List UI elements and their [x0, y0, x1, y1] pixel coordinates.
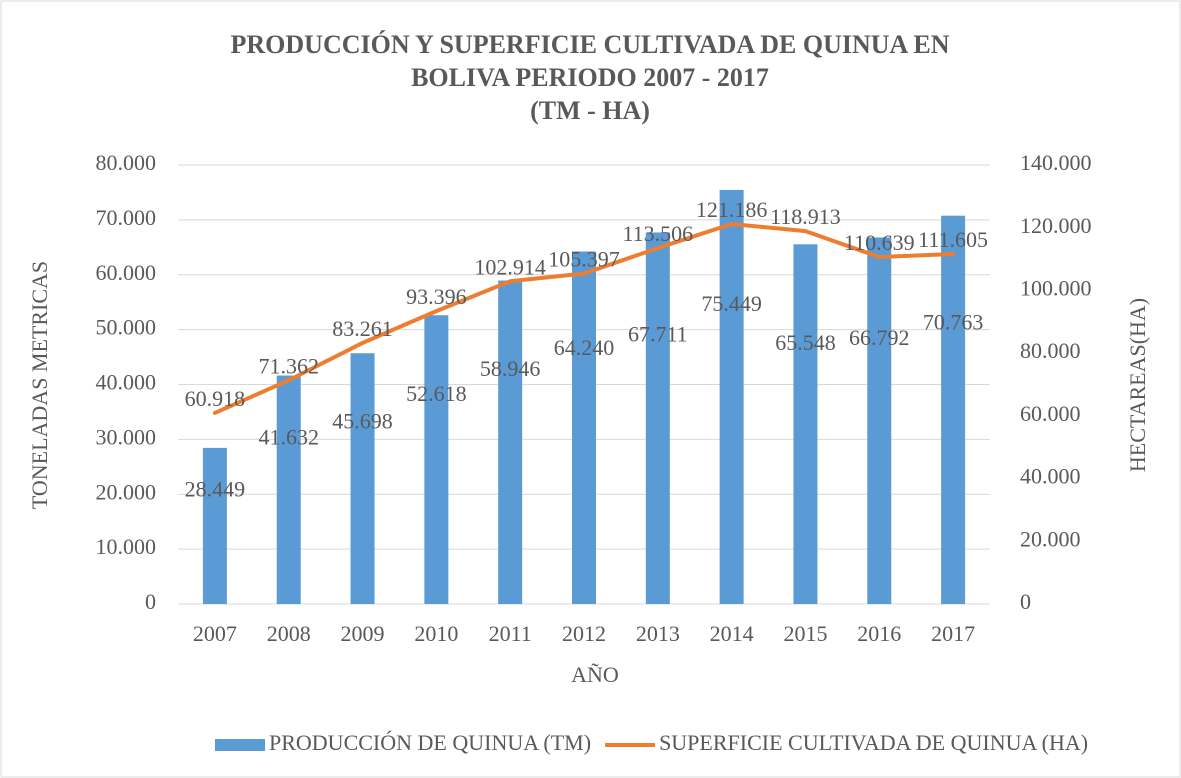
data-label: 71.362	[258, 353, 319, 378]
legend-label: PRODUCCIÓN DE QUINUA (TM)	[269, 730, 591, 755]
bar	[867, 237, 892, 605]
data-label: 111.605	[918, 227, 988, 252]
y2-tick-label: 80.000	[1020, 338, 1081, 363]
y-tick-label: 0	[145, 589, 156, 614]
chart-title: BOLIVA PERIODO 2007 - 2017	[411, 63, 769, 92]
x-tick-label: 2011	[489, 621, 532, 646]
bar	[202, 447, 227, 604]
data-label: 52.618	[406, 381, 467, 406]
bar	[276, 375, 301, 604]
x-tick-label: 2017	[931, 621, 975, 646]
bar	[941, 215, 966, 604]
x-tick-label: 2015	[783, 621, 827, 646]
bar	[572, 251, 596, 604]
y-tick-label: 10.000	[96, 534, 157, 559]
y2-tick-label: 120.000	[1020, 213, 1092, 238]
data-label: 45.698	[332, 408, 393, 433]
x-tick-label: 2008	[267, 621, 311, 646]
data-label: 75.449	[701, 291, 762, 316]
bar	[645, 232, 670, 604]
data-label: 66.792	[849, 325, 910, 350]
data-label: 105.397	[548, 247, 620, 272]
bar	[793, 244, 818, 604]
x-tick-label: 2009	[341, 621, 385, 646]
y-tick-label: 60.000	[96, 260, 157, 285]
data-label: 113.506	[622, 221, 693, 246]
data-label: 58.946	[480, 356, 541, 381]
data-label: 67.711	[628, 322, 688, 347]
data-label: 41.632	[258, 425, 319, 450]
line	[212, 221, 956, 415]
x-tick-label: 2014	[710, 621, 754, 646]
y2-tick-label: 0	[1020, 589, 1031, 614]
x-tick-label: 2010	[414, 621, 458, 646]
legend-swatch	[215, 739, 265, 751]
y-tick-label: 50.000	[96, 315, 157, 340]
data-label: 102.914	[474, 254, 546, 279]
x-tick-label: 2007	[193, 621, 237, 646]
data-label: 60.918	[185, 386, 246, 411]
chart-title: PRODUCCIÓN Y SUPERFICIE CULTIVADA DE QUI…	[231, 30, 950, 59]
data-label: 64.240	[554, 335, 615, 360]
y-tick-label: 70.000	[96, 205, 157, 230]
data-label: 121.186	[696, 197, 768, 222]
y2-tick-label: 60.000	[1020, 401, 1081, 426]
x-tick-label: 2013	[636, 621, 680, 646]
data-label: 70.763	[923, 309, 984, 334]
data-label: 65.548	[775, 330, 836, 355]
data-label: 110.639	[844, 230, 915, 255]
y2-tick-label: 140.000	[1020, 150, 1092, 175]
legend-label: SUPERFICIE CULTIVADA DE QUINUA (HA)	[659, 730, 1088, 755]
data-label: 118.913	[770, 204, 841, 229]
data-label: 93.396	[406, 284, 467, 309]
y2-tick-label: 20.000	[1020, 526, 1081, 551]
chart-title: (TM - HA)	[530, 96, 650, 125]
y2-tick-label: 100.000	[1020, 275, 1092, 300]
x-tick-label: 2012	[562, 621, 606, 646]
x-tick-label: 2016	[857, 621, 901, 646]
y-tick-label: 30.000	[96, 424, 157, 449]
bar	[719, 189, 744, 604]
bar	[350, 353, 375, 604]
y2-axis-label: HECTAREAS(HA)	[1125, 298, 1150, 472]
data-label: 28.449	[185, 477, 246, 502]
y-axis-label: TONELADAS METRICAS	[27, 261, 52, 509]
y-tick-label: 80.000	[96, 150, 157, 175]
bar	[424, 315, 449, 604]
data-label: 83.261	[332, 316, 393, 341]
x-axis-label: AÑO	[571, 662, 619, 687]
bar	[498, 280, 523, 604]
y-tick-label: 40.000	[96, 370, 157, 395]
y2-tick-label: 40.000	[1020, 464, 1081, 489]
y-tick-label: 20.000	[96, 479, 157, 504]
